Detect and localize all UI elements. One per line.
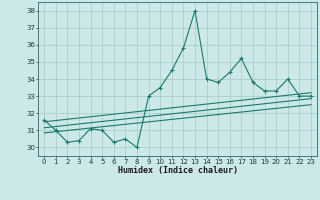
X-axis label: Humidex (Indice chaleur): Humidex (Indice chaleur) (118, 166, 238, 175)
